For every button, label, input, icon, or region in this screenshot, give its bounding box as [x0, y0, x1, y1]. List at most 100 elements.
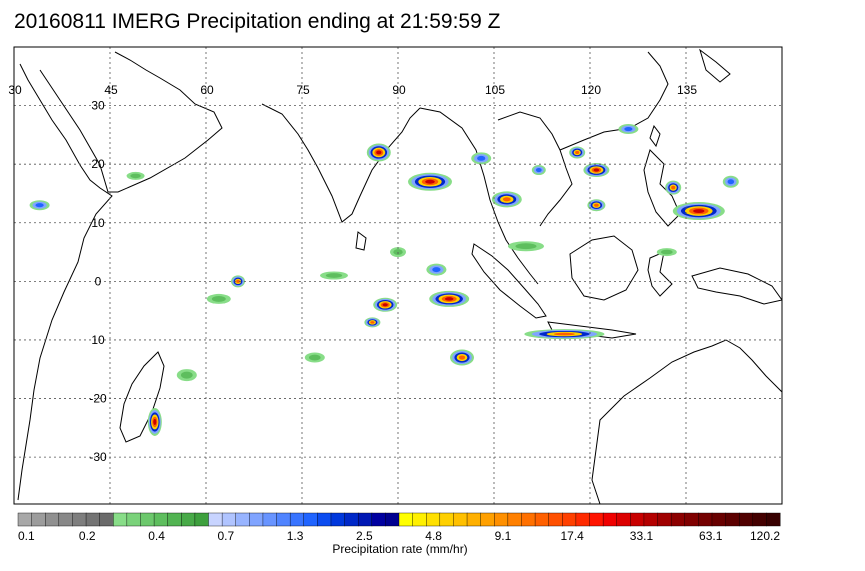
precip-band-25-2 [535, 167, 542, 173]
coastline-philippines [643, 149, 681, 227]
colorbar-swatch-45 [630, 512, 645, 527]
precip-cell-10 [364, 317, 381, 328]
colorbar-swatch-13 [194, 512, 209, 527]
lat-label-5: -20 [89, 392, 107, 406]
precip-cell-25 [531, 165, 546, 176]
colorbar-swatch-17 [249, 512, 264, 527]
precip-cell-5 [672, 202, 725, 221]
colorbar-swatch-52 [725, 512, 740, 527]
precip-band-13-4 [554, 332, 575, 336]
colorbar-swatch-10 [153, 512, 169, 527]
colorbar-swatch-39 [548, 512, 563, 527]
coastline-taiwan [649, 124, 661, 148]
coastline-new-guinea [691, 267, 782, 305]
coastline-australia [591, 339, 782, 504]
precip-cell-2 [491, 191, 522, 208]
colorbar-swatch-46 [643, 512, 659, 527]
colorbar-title: Precipitation rate (mm/hr) [332, 542, 467, 556]
precip-band-12-4 [458, 355, 466, 360]
precip-band-10-4 [370, 321, 375, 324]
colorbar-labels: 0.1 0.2 0.4 0.7 1.3 2.5 4.8 9.1 17.4 33.1 63.1 120.… [18, 529, 780, 543]
precip-band-4-5 [593, 168, 600, 172]
precip-band-27-1 [660, 249, 673, 255]
precip-cell-3 [569, 146, 586, 159]
colorbar-label-6: 4.8 [425, 529, 442, 543]
colorbar-swatch-23 [330, 512, 346, 527]
colorbar-swatch-40 [562, 512, 577, 527]
colorbar-swatch-18 [262, 512, 278, 527]
precip-band-2-4 [502, 197, 511, 202]
precip-cell-1 [408, 172, 452, 191]
lon-label-90: 90 [392, 83, 406, 97]
precip-band-20-1 [211, 296, 226, 302]
longitude-labels: 30 45 60 75 90 105 120 135 [8, 83, 697, 97]
lon-label-105: 105 [485, 83, 505, 97]
colorbar-swatch-47 [657, 512, 672, 527]
precip-cell-20 [206, 293, 231, 304]
lon-label-135: 135 [677, 83, 697, 97]
colorbar-swatch-12 [181, 512, 196, 527]
precip-band-18-1 [515, 243, 537, 250]
coastline-india [261, 103, 421, 223]
colorbar-swatch-41 [575, 512, 591, 527]
map-frame-bg [14, 47, 782, 504]
precip-band-22-1 [180, 371, 193, 379]
colorbar-swatch-31 [439, 512, 454, 527]
coastline-indochina [497, 111, 573, 227]
precip-band-1-5 [425, 179, 435, 184]
colorbar-swatch-35 [494, 512, 509, 527]
colorbar-label-8: 17.4 [561, 529, 585, 543]
colorbar-swatch-5 [85, 512, 101, 527]
colorbar-swatch-29 [412, 512, 427, 527]
precip-band-11-2 [432, 267, 441, 273]
precip-cell-17 [126, 171, 145, 180]
lon-label-30: 30 [8, 83, 22, 97]
colorbar-swatch-1 [31, 512, 46, 527]
precip-cell-14 [231, 275, 245, 288]
colorbar-label-2: 0.4 [148, 529, 165, 543]
lat-label-6: -30 [89, 450, 107, 464]
precip-band-14-4 [236, 279, 240, 283]
precip-cell-9 [429, 290, 470, 307]
lat-label-1: 20 [91, 157, 105, 171]
colorbar-swatch-0 [17, 512, 33, 527]
colorbar-swatch-48 [670, 512, 686, 527]
precip-cell-16 [29, 200, 50, 211]
coastline-africa-east [17, 63, 113, 501]
precip-cell-22 [176, 369, 197, 382]
lon-label-60: 60 [200, 83, 214, 97]
colorbar-swatch-11 [167, 512, 182, 527]
precip-cell-0 [366, 143, 391, 162]
latitude-labels: 30 20 10 0 10 -20 -30 [89, 99, 107, 465]
colorbar-swatch-8 [126, 512, 141, 527]
colorbar-swatch-3 [58, 512, 73, 527]
colorbar-swatch-25 [357, 512, 373, 527]
lat-label-0: 30 [91, 99, 105, 113]
precip-cell-12 [450, 349, 474, 366]
lon-label-75: 75 [296, 83, 310, 97]
colorbar-swatch-26 [371, 512, 386, 527]
precip-cell-28 [722, 175, 739, 188]
colorbar-swatch-22 [317, 512, 332, 527]
colorbar-swatch-49 [684, 512, 699, 527]
colorbar-swatch-4 [72, 512, 87, 527]
precip-cell-13 [524, 329, 605, 340]
precip-band-7-4 [594, 203, 599, 207]
coastlines [17, 48, 782, 504]
colorbar-swatch-16 [235, 512, 250, 527]
colorbar-label-0: 0.1 [18, 529, 35, 543]
coastline-sri-lanka [355, 231, 367, 251]
precip-cell-18 [508, 241, 544, 252]
colorbar-swatch-20 [289, 512, 305, 527]
colorbar-label-1: 0.2 [79, 529, 96, 543]
precip-band-16-2 [35, 203, 44, 208]
lon-label-45: 45 [104, 83, 118, 97]
colorbar-swatch-44 [616, 512, 631, 527]
colorbar-swatch-50 [698, 512, 713, 527]
colorbar-swatch-54 [752, 512, 767, 527]
colorbar-swatch-42 [589, 512, 604, 527]
colorbar-swatch-53 [738, 512, 754, 527]
precip-band-0-5 [376, 150, 382, 155]
colorbar-label-10: 63.1 [699, 529, 723, 543]
colorbar-label-7: 9.1 [495, 529, 512, 543]
